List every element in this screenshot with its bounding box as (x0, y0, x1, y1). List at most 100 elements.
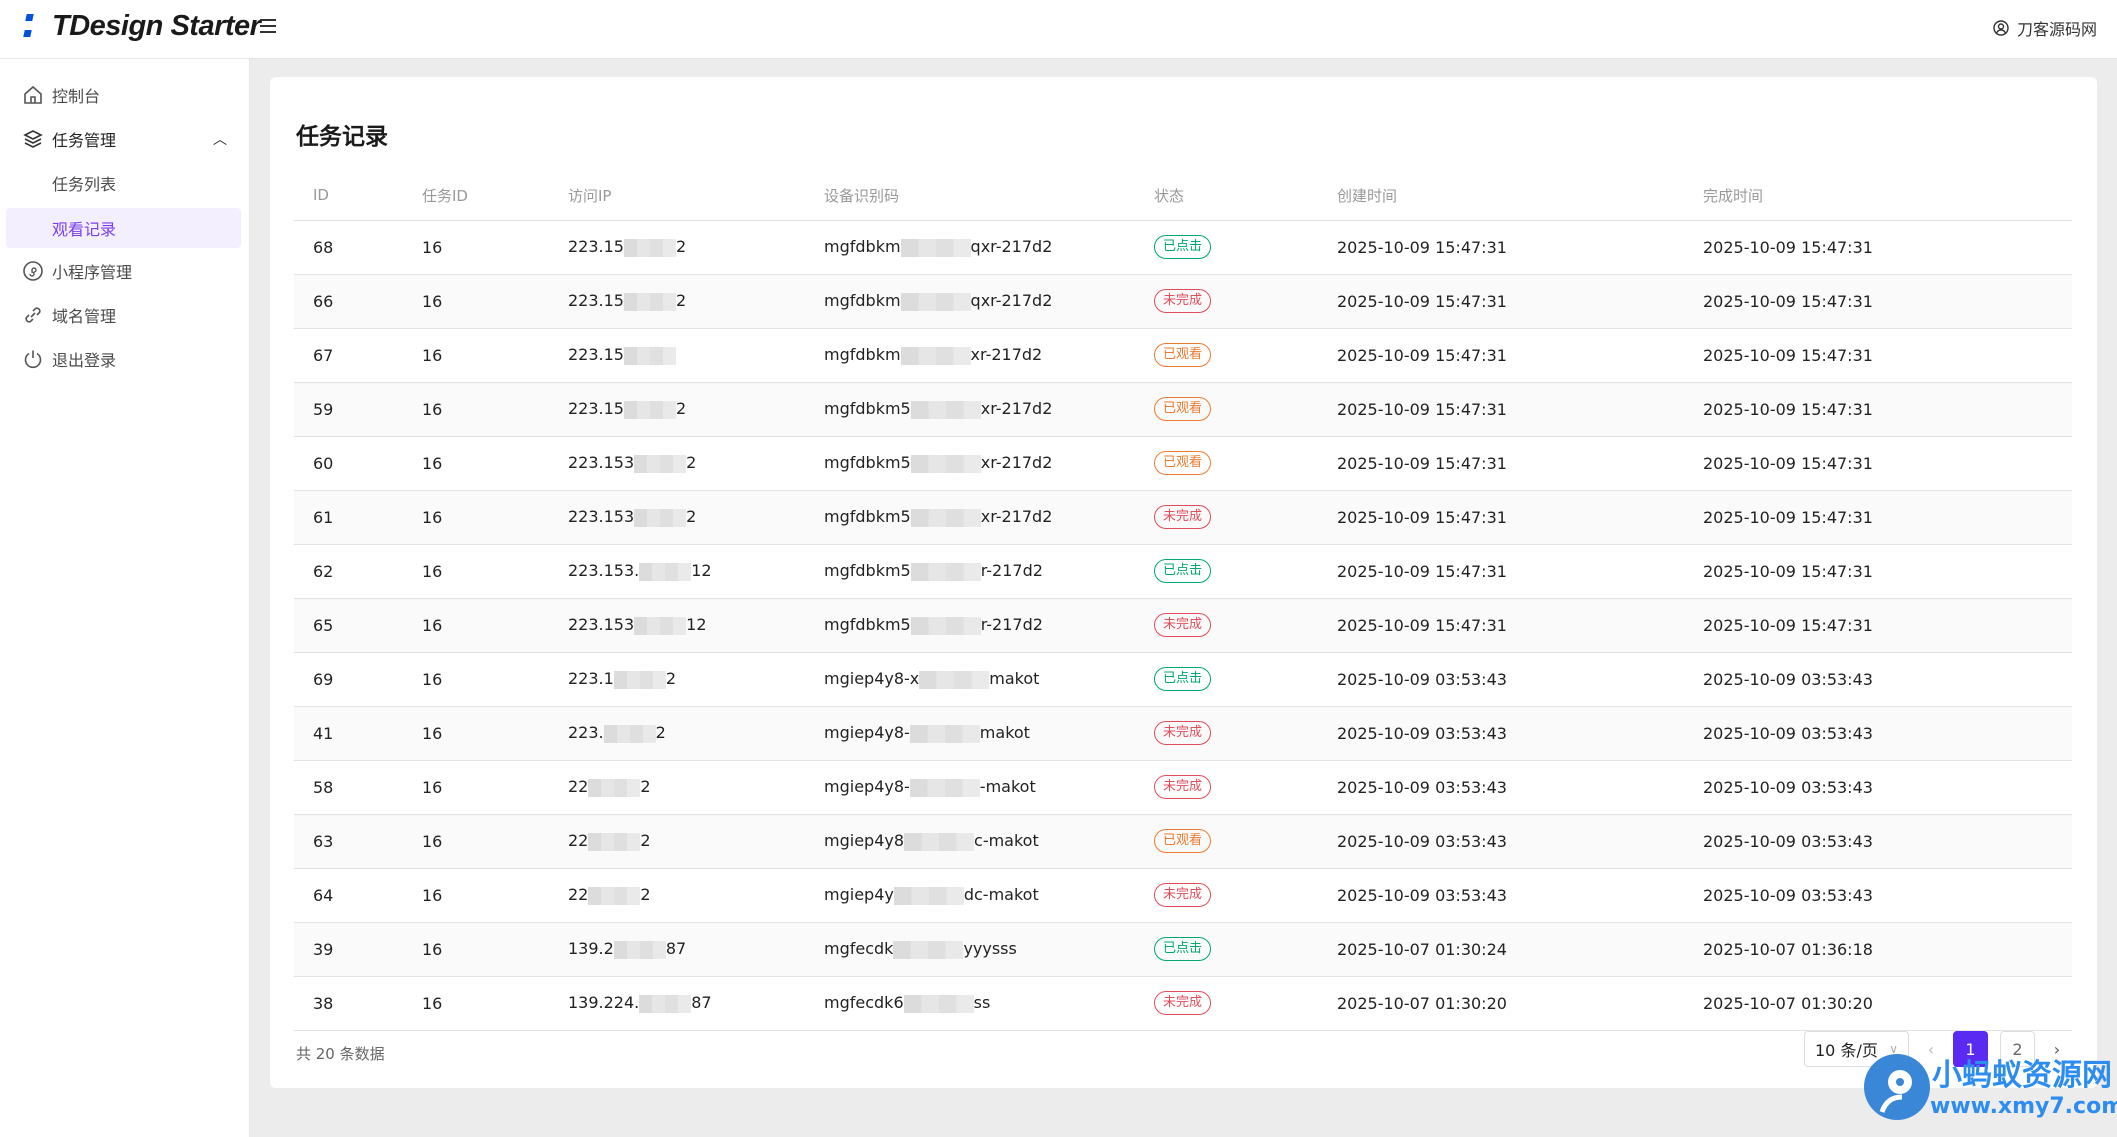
watermark-logo (1864, 1054, 1930, 1120)
cell-ip: 223.153 12 (568, 598, 824, 653)
cell-status: 未完成 (1154, 274, 1337, 329)
device-visible-end: xr-217d2 (970, 345, 1043, 365)
cell-id: 68 (294, 220, 422, 275)
user-name: 刀客源码网 (2016, 20, 2097, 39)
cell-task-id: 16 (422, 436, 568, 491)
cell-device: mgiep4y8 c-makot (824, 814, 1154, 869)
status-badge: 未完成 (1154, 505, 1212, 529)
cell-id: 60 (294, 436, 422, 491)
cell-device: mgfdbkm qxr-217d2 (824, 274, 1154, 329)
redaction-mosaic (910, 562, 981, 581)
ip-visible-start: 223.15 (568, 237, 624, 257)
ip-visible-end: 2 (686, 507, 697, 527)
table-header: ID 任务ID 访问IP 设备识别码 状态 创建时间 完成时间 (294, 171, 2072, 221)
ip-visible-end: 87 (665, 939, 687, 959)
device-visible-start: mgfdbkm5 (824, 615, 911, 635)
cell-ip: 22 2 (568, 814, 824, 869)
device-visible-end: c-makot (974, 831, 1039, 851)
cell-created: 2025-10-09 15:47:31 (1337, 436, 1703, 491)
redaction-mosaic (639, 562, 692, 581)
redaction-mosaic (623, 346, 676, 365)
column-header-done: 完成时间 (1703, 171, 2072, 221)
status-badge: 已点击 (1154, 667, 1212, 691)
column-header-device: 设备识别码 (824, 171, 1154, 221)
ip-visible-start: 139.2 (568, 939, 614, 959)
device-visible-start: mgfecdk6 (824, 993, 904, 1013)
cell-id: 62 (294, 544, 422, 599)
cell-id: 64 (294, 868, 422, 923)
ip-visible-start: 22 (568, 885, 589, 905)
cell-done: 2025-10-09 15:47:31 (1703, 598, 2072, 653)
device-visible-start: mgfdbkm (824, 345, 901, 365)
cell-ip: 223.15 2 (568, 274, 824, 329)
cell-id: 65 (294, 598, 422, 653)
ip-visible-end: 2 (675, 237, 687, 257)
column-header-task-id: 任务ID (422, 171, 568, 221)
user-menu[interactable]: 刀客源码网 (1993, 16, 2097, 40)
cell-done: 2025-10-09 15:47:31 (1703, 328, 2072, 383)
cell-done: 2025-10-09 15:47:31 (1703, 436, 2072, 491)
cell-ip: 223. 2 (568, 706, 824, 761)
sidebar-item-task-management[interactable]: 任务管理 ︿ (6, 119, 241, 159)
cell-ip: 22 2 (568, 760, 824, 815)
cell-status: 未完成 (1154, 760, 1337, 815)
page-size-select[interactable]: 10 条/页 ∨ (1804, 1031, 1909, 1067)
cell-ip: 223.15 (568, 328, 824, 383)
next-page-icon[interactable]: › (2053, 1039, 2061, 1059)
menu-toggle-icon[interactable] (260, 19, 276, 33)
redaction-mosaic (909, 724, 980, 743)
redaction-mosaic (900, 292, 971, 311)
status-badge: 已观看 (1154, 397, 1212, 421)
sidebar-item-task-list[interactable]: 任务列表 (6, 163, 241, 203)
table-row: 64 16 22 2 mgiep4y dc-makot 未完成 2025-10-09 03:5… (294, 868, 2072, 923)
redaction-mosaic (623, 238, 676, 257)
link-icon (25, 307, 41, 323)
cell-status: 已观看 (1154, 436, 1337, 491)
redaction-mosaic (900, 346, 971, 365)
cell-task-id: 16 (422, 598, 568, 653)
ip-visible-start: 223.153 (568, 615, 635, 635)
redaction-mosaic (903, 994, 974, 1013)
cell-done: 2025-10-07 01:30:20 (1703, 976, 2072, 1031)
device-visible-end: qxr-217d2 (970, 291, 1053, 311)
sidebar-item-watch-records[interactable]: 观看记录 (6, 208, 241, 248)
cell-id: 67 (294, 328, 422, 383)
redaction-mosaic (893, 940, 964, 959)
sidebar-item-domain[interactable]: 域名管理 (6, 295, 241, 335)
cell-status: 已点击 (1154, 220, 1337, 275)
cell-done: 2025-10-09 03:53:43 (1703, 652, 2072, 707)
redaction-mosaic (893, 886, 964, 905)
cell-id: 69 (294, 652, 422, 707)
power-icon (24, 350, 42, 369)
cell-status: 已点击 (1154, 922, 1337, 977)
redaction-mosaic (634, 616, 687, 635)
sidebar-item-logout[interactable]: 退出登录 (6, 339, 241, 379)
redaction-mosaic (623, 400, 676, 419)
prev-page-icon[interactable]: ‹ (1927, 1039, 1935, 1059)
redaction-mosaic (588, 832, 641, 851)
ip-visible-end: 2 (675, 399, 687, 419)
cell-device: mgfdbkm5 r-217d2 (824, 544, 1154, 599)
cell-created: 2025-10-09 15:47:31 (1337, 274, 1703, 329)
cell-status: 未完成 (1154, 976, 1337, 1031)
ip-visible-start: 22 (568, 831, 589, 851)
sidebar-item-dashboard[interactable]: 控制台 (6, 75, 241, 115)
sidebar-item-miniprogram[interactable]: 小程序管理 (6, 251, 241, 291)
cell-created: 2025-10-09 15:47:31 (1337, 544, 1703, 599)
ip-visible-start: 223.15 (568, 345, 624, 365)
cell-id: 61 (294, 490, 422, 545)
cell-id: 59 (294, 382, 422, 437)
page-button-1[interactable]: 1 (1953, 1031, 1988, 1067)
device-visible-start: mgfecdk (824, 939, 894, 959)
cell-id: 41 (294, 706, 422, 761)
cell-created: 2025-10-09 15:47:31 (1337, 490, 1703, 545)
column-header-ip: 访问IP (568, 171, 824, 221)
cell-ip: 139.2 87 (568, 922, 824, 977)
sidebar-item-label: 域名管理 (52, 307, 117, 326)
page-button-2[interactable]: 2 (2000, 1031, 2035, 1067)
cell-status: 已观看 (1154, 814, 1337, 869)
cell-status: 已观看 (1154, 382, 1337, 437)
cell-task-id: 16 (422, 490, 568, 545)
table-row: 41 16 223. 2 mgiep4y8- makot 未完成 2025-10-09 03:… (294, 706, 2072, 761)
table-row: 69 16 223.1 2 mgiep4y8-x makot 已点击 2025-10-09 0… (294, 652, 2072, 707)
